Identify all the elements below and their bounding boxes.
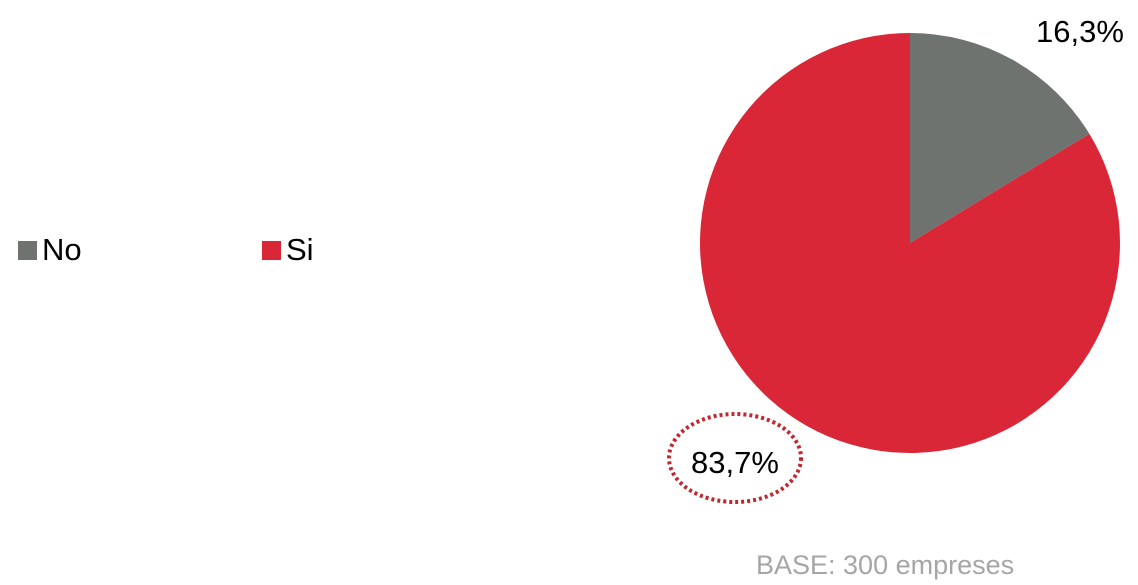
highlight-ellipse bbox=[667, 412, 803, 504]
legend-swatch-si bbox=[262, 240, 281, 260]
pie-slice-si bbox=[700, 33, 1120, 454]
legend-swatch-no bbox=[18, 240, 37, 260]
legend-label-si: Si bbox=[286, 232, 314, 267]
pie-slice-no bbox=[910, 33, 1090, 243]
base-footnote: BASE: 300 empreses bbox=[756, 550, 1015, 580]
legend-item-si: Si bbox=[262, 230, 314, 270]
legend: No Si bbox=[18, 230, 358, 270]
legend-item-no: No bbox=[18, 230, 82, 270]
data-label-si: 83,7% bbox=[691, 445, 779, 480]
legend-label-no: No bbox=[42, 232, 82, 267]
data-label-no: 16,3% bbox=[1036, 14, 1124, 49]
